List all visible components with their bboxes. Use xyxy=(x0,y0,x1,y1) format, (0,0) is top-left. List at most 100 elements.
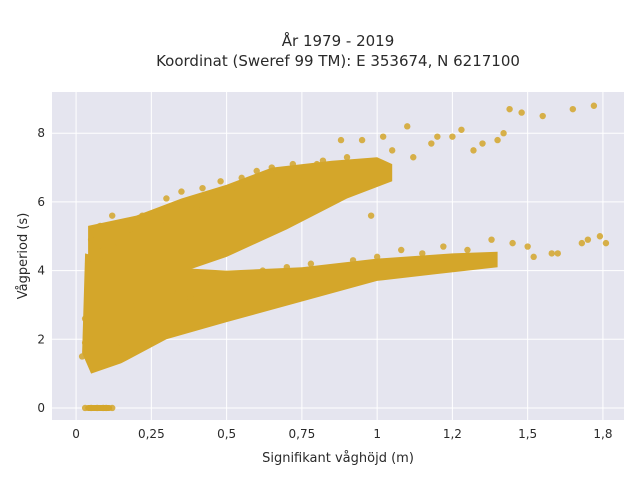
scatter-point xyxy=(247,274,254,281)
scatter-point xyxy=(169,288,176,295)
y-axis-title: Vågperiod (s) xyxy=(16,213,31,300)
y-tick-label: 4 xyxy=(37,264,45,278)
scatter-point xyxy=(163,195,170,202)
scatter-point xyxy=(458,126,465,133)
scatter-point xyxy=(349,257,357,264)
scatter-point xyxy=(208,281,215,288)
scatter-point xyxy=(367,212,375,219)
scatter-point xyxy=(223,274,230,281)
x-tick-label: 0,25 xyxy=(138,427,165,441)
scatter-point xyxy=(518,109,525,116)
y-tick-label: 6 xyxy=(37,195,45,209)
scatter-point xyxy=(602,239,610,247)
scatter-point xyxy=(298,178,306,185)
scatter-point xyxy=(81,339,89,346)
scatter-point xyxy=(590,102,598,109)
scatter-point xyxy=(419,250,426,257)
scatter-point xyxy=(289,160,297,168)
scatter-point xyxy=(96,222,104,230)
scatter-point xyxy=(596,233,604,240)
scatter-point xyxy=(268,164,275,171)
scatter-point xyxy=(337,136,345,144)
scatter-point xyxy=(548,250,555,257)
lower-point-cloud xyxy=(82,251,498,374)
y-tick-label: 2 xyxy=(37,332,45,346)
scatter-point xyxy=(109,404,116,412)
scatter-point xyxy=(388,147,396,154)
scatter-point xyxy=(398,246,405,254)
scatter-point xyxy=(238,174,245,182)
scatter-point xyxy=(343,154,351,161)
scatter-point xyxy=(530,253,537,261)
scatter-point xyxy=(500,130,507,137)
scatter-point xyxy=(440,243,447,250)
x-axis-ticks: 0 0,25 0,5 0,75 1 1,2 1,5 1,8 xyxy=(72,427,612,441)
scatter-point xyxy=(488,236,495,243)
scatter-point xyxy=(539,112,546,120)
scatter-point xyxy=(90,363,98,370)
x-tick-label: 1,5 xyxy=(518,427,537,441)
scatter-point xyxy=(434,133,441,140)
scatter-point xyxy=(102,404,110,412)
scatter-point xyxy=(102,322,110,329)
scatter-point xyxy=(148,315,155,322)
scatter-point xyxy=(178,188,185,195)
scatter-point xyxy=(87,404,95,412)
scatter-point xyxy=(217,178,224,185)
scatter-point xyxy=(283,263,291,271)
scatter-point xyxy=(428,140,435,147)
scatter-point xyxy=(199,184,206,192)
scatter-point xyxy=(379,133,387,140)
scatter-point xyxy=(139,212,146,219)
scatter-point xyxy=(81,315,89,322)
scatter-point xyxy=(524,243,531,250)
scatter-point xyxy=(84,288,92,295)
scatter-point xyxy=(193,205,200,212)
scatter-point xyxy=(157,219,164,226)
chart-title-line1: År 1979 - 2019 xyxy=(282,31,395,50)
scatter-point xyxy=(109,212,116,219)
scatter-point xyxy=(253,167,260,175)
scatter-point xyxy=(81,404,89,412)
scatter-point xyxy=(494,136,501,144)
scatter-point xyxy=(319,157,327,164)
scatter-point xyxy=(87,236,95,243)
scatter-point xyxy=(410,154,417,161)
x-tick-label: 1,2 xyxy=(443,427,462,441)
upper-point-cloud xyxy=(88,157,393,288)
chart-title-line2: Koordinat (Sweref 99 TM): E 353674, N 62… xyxy=(156,52,520,70)
x-tick-label: 0 xyxy=(72,427,80,441)
scatter-point xyxy=(373,253,381,261)
scatter-point xyxy=(506,105,513,113)
y-axis-ticks: 0 2 4 6 8 xyxy=(37,126,45,415)
scatter-point xyxy=(313,160,321,168)
scatter-point xyxy=(99,246,107,254)
x-tick-label: 1,8 xyxy=(593,427,612,441)
scatter-point xyxy=(464,246,471,254)
x-tick-label: 0,75 xyxy=(289,427,316,441)
scatter-point xyxy=(84,260,92,267)
scatter-point xyxy=(554,250,561,257)
scatter-points xyxy=(78,102,610,412)
scatter-point xyxy=(93,301,101,309)
scatter-point xyxy=(358,136,366,144)
scatter-point xyxy=(187,294,194,302)
scatter-point xyxy=(259,267,266,274)
y-tick-label: 0 xyxy=(37,401,45,415)
scatter-point xyxy=(277,191,284,199)
scatter-point xyxy=(307,260,315,267)
scatter-point xyxy=(133,301,140,309)
scatter-point xyxy=(584,236,592,243)
scatter-point xyxy=(328,263,336,271)
scatter-point xyxy=(127,226,134,233)
y-tick-label: 8 xyxy=(37,126,45,140)
scatter-point xyxy=(115,239,122,247)
scatter-point xyxy=(118,339,125,346)
scatter-point xyxy=(78,353,86,360)
scatter-point xyxy=(509,239,516,247)
x-tick-label: 1 xyxy=(373,427,381,441)
scatter-point xyxy=(578,239,586,247)
scatter-point xyxy=(87,336,95,343)
scatter-point xyxy=(479,140,486,147)
x-axis-title: Signifikant våghöjd (m) xyxy=(262,451,414,466)
